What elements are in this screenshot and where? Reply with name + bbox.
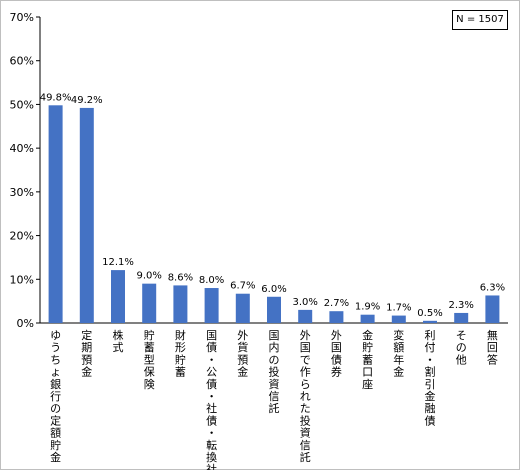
y-tick-label: 70% <box>10 11 34 24</box>
category-label: 国内の投資信託 <box>269 329 280 415</box>
bar-value-label: 6.3% <box>480 282 505 293</box>
bar <box>454 312 469 323</box>
category-label: ゆうちょ銀行の定額貯金 <box>50 329 61 464</box>
y-tick-label: 30% <box>10 186 34 199</box>
y-tick-label: 0% <box>17 317 34 330</box>
category-label: 利付・割引金融債 <box>425 329 436 427</box>
bar <box>391 315 406 323</box>
category-label: 外貨預金 <box>237 329 248 379</box>
bar-value-label: 3.0% <box>292 297 317 308</box>
bar-value-label: 9.0% <box>136 271 161 282</box>
category-label: 金貯蓄口座 <box>362 328 373 391</box>
y-tick-label: 40% <box>10 142 34 155</box>
y-tick-label: 60% <box>10 55 34 68</box>
bar <box>485 295 500 323</box>
category-labels: ゆうちょ銀行の定額貯金 定期預金 株式 貯蓄型保険 財形貯蓄 国債・公債・社債・転換社債 外… <box>50 328 498 470</box>
bar <box>360 314 375 323</box>
bar <box>173 285 188 323</box>
category-label: 変額年金 <box>393 328 404 379</box>
category-label: 定期預金 <box>81 328 92 379</box>
bar-value-label: 49.8% <box>40 92 72 103</box>
bar-value-label: 0.5% <box>417 308 442 319</box>
bar <box>298 309 313 323</box>
bar <box>204 288 219 323</box>
y-tick-label: 20% <box>10 230 34 243</box>
sample-size-label: N = 1507 <box>452 10 508 30</box>
bar-value-label: 1.9% <box>355 302 380 313</box>
bar-value-label: 6.0% <box>261 284 286 295</box>
bar <box>48 105 63 323</box>
bar <box>79 107 94 323</box>
bar-value-label: 8.0% <box>199 275 224 286</box>
y-tick-label: 10% <box>10 273 34 286</box>
axes <box>39 17 508 324</box>
category-label: 株式 <box>113 328 124 354</box>
y-axis-ticks: 0% 10% 20% 30% 40% 50% 60% 70% <box>10 11 40 330</box>
category-label: 外国で作られた投資信託 <box>300 329 311 464</box>
bar <box>111 270 125 323</box>
category-label: 無回答 <box>487 328 498 366</box>
bar <box>423 320 437 323</box>
category-label: 貯蓄型保険 <box>144 329 155 391</box>
bar-value-label: 12.1% <box>102 257 134 268</box>
bar-value-label: 1.7% <box>386 303 411 314</box>
value-labels: 49.8% 49.2% 12.1%9.0% 8.6% 8.0% 6.7% 6.0% 3.0% 2… <box>40 92 505 319</box>
bar-value-label: 2.7% <box>324 298 349 309</box>
bars <box>48 105 500 323</box>
bar-value-label: 8.6% <box>168 272 193 283</box>
category-label: 国債・公債・社債・転換社債 <box>206 329 217 470</box>
y-tick-label: 50% <box>10 98 34 111</box>
bar-value-label: 6.7% <box>230 281 255 292</box>
category-label: その他 <box>456 329 467 366</box>
category-label: 財形貯蓄 <box>175 328 186 379</box>
bar <box>142 283 157 323</box>
bar <box>329 311 344 323</box>
bar <box>267 296 281 323</box>
category-label: 外国債券 <box>331 329 342 379</box>
bar <box>235 293 250 323</box>
bar-value-label: 2.3% <box>448 300 473 311</box>
bar-value-label: 49.2% <box>71 95 103 106</box>
